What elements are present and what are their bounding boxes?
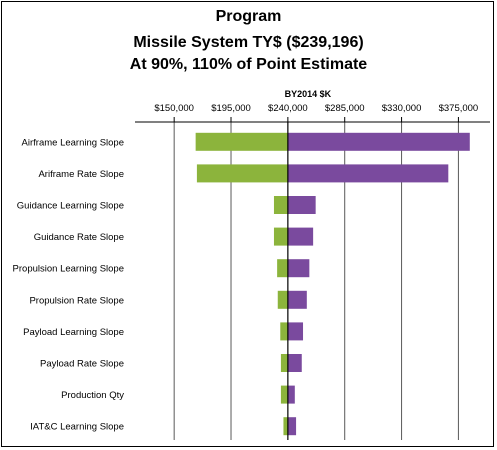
bar-high	[287, 196, 316, 214]
bar-high	[287, 354, 302, 372]
tick-label: $285,000	[325, 103, 365, 114]
bar-low	[277, 259, 288, 278]
category-label: Guidance Rate Slope	[34, 232, 124, 243]
category-label: Airframe Learning Slope	[22, 137, 124, 148]
chart-title-line-1: Program	[215, 8, 282, 25]
bar-high	[287, 132, 470, 151]
category-label: Payload Rate Slope	[40, 359, 124, 370]
tick-label: $330,000	[382, 103, 422, 114]
bar-low	[277, 290, 288, 309]
tick-label: $240,000	[268, 103, 308, 114]
bar-low	[273, 227, 288, 246]
bar-low	[195, 132, 288, 151]
tick-label: $150,000	[154, 103, 194, 114]
category-label: Production Qty	[61, 390, 124, 401]
bar-low	[280, 354, 288, 372]
bar-low	[196, 164, 288, 183]
bar-high	[287, 259, 310, 278]
category-label: Propulsion Rate Slope	[29, 295, 124, 306]
bar-high	[287, 385, 295, 404]
bar-high	[287, 164, 449, 183]
bar-low	[283, 417, 288, 436]
bar-high	[287, 227, 314, 246]
bar-high	[287, 417, 297, 436]
axis-title: BY2014 $K	[285, 89, 332, 99]
category-label: Payload Learning Slope	[23, 327, 124, 338]
bar-high	[287, 322, 304, 341]
category-label: IAT&C Learning Slope	[30, 422, 124, 433]
bar-low	[273, 196, 288, 214]
bar-high	[287, 290, 307, 309]
bar-low	[280, 385, 288, 404]
tick-label: $375,000	[439, 103, 479, 114]
chart-title-line-2: Missile System TY$ ($239,196)	[133, 34, 364, 51]
category-label: Guidance Learning Slope	[17, 201, 124, 212]
category-label: Ariframe Rate Slope	[38, 169, 124, 180]
bar-low	[280, 322, 288, 341]
tick-label: $195,000	[211, 103, 251, 114]
chart-title-line-3: At 90%, 110% of Point Estimate	[129, 56, 368, 73]
category-label: Propulsion Learning Slope	[13, 264, 124, 275]
